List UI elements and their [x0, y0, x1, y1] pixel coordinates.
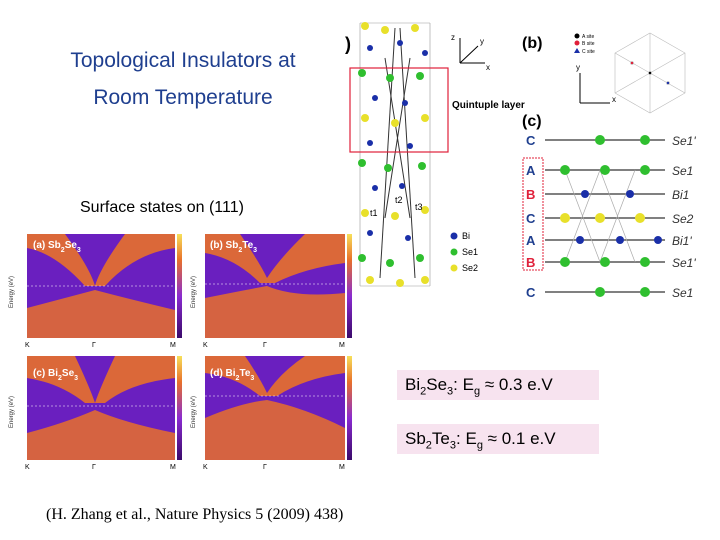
legend-bi: Bi	[462, 231, 470, 241]
atoms-column	[358, 22, 429, 287]
t1-label: t1	[370, 208, 378, 218]
svg-text:Bi1': Bi1'	[672, 234, 692, 248]
axis-x: x	[486, 63, 490, 72]
svg-text:B: B	[526, 187, 535, 202]
band-ylabel-b: Energy (eV)	[191, 276, 197, 308]
band-panel-a	[27, 234, 182, 338]
quintuple-highlight	[522, 157, 544, 271]
kpoint-c-m: M	[170, 464, 176, 471]
gap-sb2te3: Sb2Te3: Eg ≈ 0.1 e.V	[397, 424, 599, 454]
structure-label-c: (c)	[522, 113, 542, 130]
svg-text:Se1': Se1'	[672, 134, 696, 148]
title-line-2: Room Temperature	[93, 86, 273, 109]
site-legend: A site B site C site	[574, 33, 595, 55]
svg-text:C: C	[526, 133, 536, 148]
svg-text:B site: B site	[582, 41, 595, 47]
kpoint-b-gamma: Γ	[263, 342, 267, 349]
structure-label-a: )	[345, 34, 351, 54]
xy-axes: y x	[576, 63, 616, 104]
surface-states-caption: Surface states on (111)	[80, 199, 244, 216]
kpoint-a-k: K	[25, 342, 30, 349]
axis-z: z	[451, 33, 455, 42]
axis-y-b: y	[576, 63, 580, 72]
svg-text:Se2: Se2	[672, 212, 694, 226]
triangular-lattice	[614, 32, 686, 114]
svg-text:C site: C site	[582, 49, 595, 55]
title-line-1: Topological Insulators at	[70, 49, 296, 72]
kpoint-d-m: M	[339, 464, 345, 471]
band-panel-c-label: (c) Bi2Se3	[33, 368, 78, 382]
unit-cell	[359, 22, 431, 287]
structure-label-b: (b)	[522, 35, 542, 52]
band-panel-c	[27, 356, 182, 460]
kpoint-d-k: K	[203, 464, 208, 471]
xyz-axes: z y x	[451, 33, 490, 72]
svg-text:Se1: Se1	[672, 286, 693, 300]
band-panel-b-label: (b) Sb2Te3	[210, 240, 257, 254]
svg-text:C: C	[526, 285, 536, 300]
band-panel-d-label: (d) Bi2Te3	[210, 368, 254, 382]
kpoint-b-k: K	[203, 342, 208, 349]
svg-text:A site: A site	[582, 34, 594, 40]
t2-label: t2	[395, 195, 403, 205]
axis-y: y	[480, 37, 484, 46]
legend-se1: Se1	[462, 247, 478, 257]
quintuple-layer-box	[349, 67, 449, 153]
band-ylabel-a: Energy (eV)	[9, 276, 15, 308]
svg-text:C: C	[526, 211, 536, 226]
svg-text:Se1': Se1'	[672, 256, 696, 270]
citation: (H. Zhang et al., Nature Physics 5 (2009…	[46, 506, 344, 523]
band-panel-b	[205, 234, 352, 338]
band-panel-a-label: (a) Sb2Se3	[33, 240, 81, 254]
kpoint-b-m: M	[339, 342, 345, 349]
svg-text:Bi1: Bi1	[672, 188, 689, 202]
quintuple-layer-label: Quintuple layer	[452, 100, 525, 111]
svg-text:A: A	[526, 163, 536, 178]
gap-bi2se3: Bi2Se3: Eg ≈ 0.3 e.V	[397, 370, 599, 400]
svg-text:Se1: Se1	[672, 164, 693, 178]
slide-title: Topological Insulators at Room Temperatu…	[48, 42, 318, 116]
layer-names: Se1' Se1 Bi1 Se2 Bi1' Se1' Se1	[672, 134, 696, 300]
svg-text:A: A	[526, 233, 536, 248]
crystal-structure-figure: ) Quintuple layer t1 t2 t3 z y x	[345, 22, 696, 300]
atom-legend: Bi Se1 Se2	[450, 231, 478, 273]
band-structure-figure: (a) Sb2Se3 (b) Sb2Te3 (c) Bi2Se3 (d) Bi2…	[9, 234, 352, 471]
kpoint-a-gamma: Γ	[92, 342, 96, 349]
t3-label: t3	[415, 202, 423, 212]
legend-se2: Se2	[462, 263, 478, 273]
layer-letters: C A B C A B C	[526, 133, 536, 300]
kpoint-a-m: M	[170, 342, 176, 349]
band-ylabel-d: Energy (eV)	[191, 396, 197, 428]
kpoint-c-k: K	[25, 464, 30, 471]
band-panel-d	[205, 356, 352, 460]
layer-stack	[545, 135, 665, 297]
axis-x-b: x	[612, 95, 616, 104]
svg-text:B: B	[526, 255, 535, 270]
band-ylabel-c: Energy (eV)	[9, 396, 15, 428]
kpoint-c-gamma: Γ	[92, 464, 96, 471]
kpoint-d-gamma: Γ	[263, 464, 267, 471]
